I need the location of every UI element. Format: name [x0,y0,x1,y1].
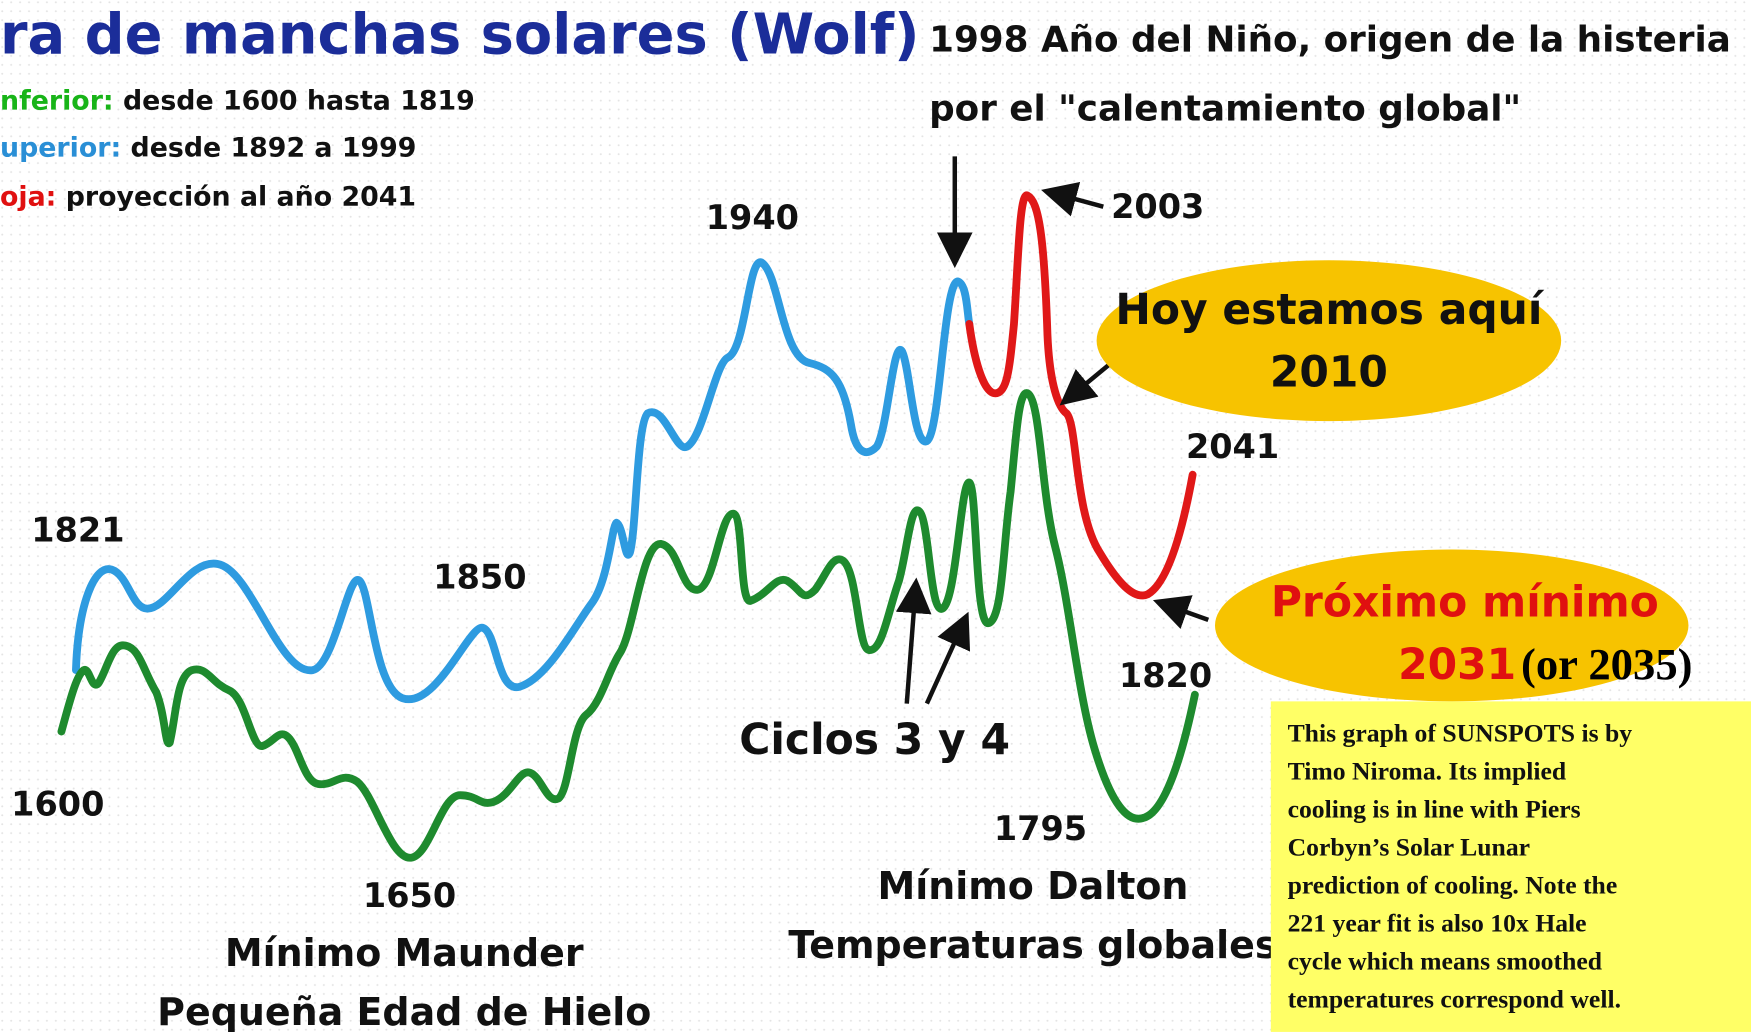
callout-text: (or 2035) [1521,639,1693,689]
callout-text: 2031 [1398,641,1516,690]
note-box [1270,701,1751,1032]
legend-item: nferior: desde 1600 hasta 1819 [0,86,475,117]
title: ra de manchas solares (Wolf) [0,3,920,68]
note-line: Corbyn’s Solar Lunar [1288,832,1531,861]
legend-item: uperior: desde 1892 a 1999 [0,132,416,163]
year-label: 1600 [11,784,104,823]
label: Mínimo Dalton [877,864,1188,908]
year-label: 1795 [994,809,1087,848]
year-label: 1940 [706,198,799,237]
note-line: temperatures correspond well. [1288,984,1621,1013]
year-label: 2041 [1186,427,1279,466]
note-line: cycle which means smoothed [1288,946,1602,975]
label: Temperaturas globales [788,923,1277,967]
callout [1096,260,1562,422]
callout-text: Próximo mínimo [1271,579,1659,628]
lower-curve [57,389,1199,862]
note-line: prediction of cooling. Note the [1288,870,1618,899]
note-line: Timo Niroma. Its implied [1288,757,1567,786]
year-label: 1650 [363,876,456,915]
callout-text: Hoy estamos aquí [1115,286,1545,335]
label: Mínimo Maunder [225,931,584,975]
year-label: 2003 [1111,187,1204,226]
annotation: por el "calentamiento global" [929,89,1521,130]
note-line: cooling is in line with Piers [1288,795,1581,824]
projection-curve [965,191,1197,600]
year-label: 1820 [1119,656,1212,695]
callout [1214,549,1689,702]
year-label: 1850 [433,558,526,597]
note-line: 221 year fit is also 10x Hale [1288,908,1587,937]
callout-text: 2010 [1270,348,1388,397]
note: This graph of SUNSPOTS is by Timo Niroma… [1288,719,1633,1014]
year-label: 1821 [31,511,124,550]
legend-item: oja: proyección al año 2041 [0,182,416,213]
arrows [895,156,1210,705]
upper-curve [72,258,974,704]
label: Ciclos 3 y 4 [739,716,1010,765]
annotation: 1998 Año del Niño, origen de la histeria [929,19,1731,60]
note-line: This graph of SUNSPOTS is by [1288,719,1633,748]
label: Pequeña Edad de Hielo [157,990,651,1032]
legend: nferior: desde 1600 hasta 1819 uperior: … [0,86,475,213]
